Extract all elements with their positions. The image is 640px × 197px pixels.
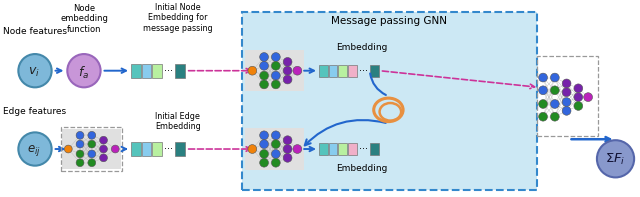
Text: Embedding: Embedding bbox=[336, 43, 388, 52]
Circle shape bbox=[562, 106, 571, 115]
Circle shape bbox=[65, 145, 72, 153]
Circle shape bbox=[539, 73, 547, 82]
Circle shape bbox=[271, 80, 280, 89]
Bar bbox=[131, 142, 141, 156]
Circle shape bbox=[260, 158, 269, 167]
Circle shape bbox=[271, 150, 280, 158]
Bar bbox=[241, 12, 537, 190]
Text: $f_a$: $f_a$ bbox=[78, 65, 90, 81]
Circle shape bbox=[271, 131, 280, 140]
Circle shape bbox=[283, 136, 292, 145]
Bar bbox=[339, 65, 348, 77]
Text: ···: ··· bbox=[359, 66, 368, 76]
Bar bbox=[175, 64, 185, 78]
Circle shape bbox=[293, 145, 302, 153]
Bar bbox=[370, 65, 379, 77]
Circle shape bbox=[88, 140, 96, 148]
Circle shape bbox=[539, 112, 547, 121]
Bar bbox=[175, 142, 185, 156]
Circle shape bbox=[550, 86, 559, 95]
Bar bbox=[246, 50, 304, 91]
Circle shape bbox=[283, 75, 292, 84]
Circle shape bbox=[562, 88, 571, 97]
Circle shape bbox=[283, 145, 292, 153]
Bar bbox=[537, 56, 598, 136]
Text: $\Sigma F_i$: $\Sigma F_i$ bbox=[605, 152, 626, 167]
Circle shape bbox=[539, 86, 547, 95]
Text: Initial Node
Embedding for
message passing: Initial Node Embedding for message passi… bbox=[143, 3, 212, 33]
Circle shape bbox=[111, 145, 119, 153]
Bar bbox=[329, 143, 337, 155]
Circle shape bbox=[260, 71, 269, 80]
Circle shape bbox=[76, 131, 84, 139]
Text: Embedding: Embedding bbox=[336, 164, 388, 173]
Circle shape bbox=[584, 93, 593, 101]
Text: ···: ··· bbox=[164, 66, 173, 76]
Circle shape bbox=[574, 84, 583, 93]
Bar bbox=[141, 64, 152, 78]
Bar bbox=[246, 128, 304, 170]
Circle shape bbox=[260, 140, 269, 149]
Circle shape bbox=[562, 79, 571, 88]
Text: Node
embedding
function: Node embedding function bbox=[60, 4, 108, 34]
Circle shape bbox=[271, 158, 280, 167]
Circle shape bbox=[88, 159, 96, 167]
Bar bbox=[152, 142, 163, 156]
Circle shape bbox=[88, 150, 96, 158]
Bar bbox=[61, 127, 122, 171]
Circle shape bbox=[597, 140, 634, 177]
Bar bbox=[63, 129, 121, 169]
Bar bbox=[370, 143, 379, 155]
Circle shape bbox=[283, 153, 292, 162]
Text: Initial Edge
Embedding: Initial Edge Embedding bbox=[155, 112, 201, 131]
Circle shape bbox=[293, 66, 302, 75]
Text: Message passing GNN: Message passing GNN bbox=[332, 16, 447, 26]
Circle shape bbox=[100, 145, 108, 153]
Bar bbox=[131, 64, 141, 78]
Text: ···: ··· bbox=[359, 144, 368, 154]
Circle shape bbox=[271, 61, 280, 70]
Circle shape bbox=[76, 140, 84, 148]
Bar bbox=[141, 142, 152, 156]
Circle shape bbox=[248, 145, 257, 153]
Bar bbox=[152, 64, 163, 78]
Circle shape bbox=[574, 101, 583, 110]
Circle shape bbox=[100, 136, 108, 144]
Bar bbox=[348, 65, 357, 77]
Circle shape bbox=[574, 93, 583, 101]
Circle shape bbox=[550, 99, 559, 108]
Circle shape bbox=[67, 54, 100, 87]
Circle shape bbox=[271, 71, 280, 80]
Bar bbox=[319, 65, 328, 77]
Circle shape bbox=[88, 131, 96, 139]
Circle shape bbox=[260, 61, 269, 70]
Bar bbox=[348, 143, 357, 155]
Text: Node features: Node features bbox=[3, 27, 67, 36]
Bar bbox=[339, 143, 348, 155]
Circle shape bbox=[271, 140, 280, 149]
Circle shape bbox=[260, 150, 269, 158]
Circle shape bbox=[260, 80, 269, 89]
Circle shape bbox=[76, 150, 84, 158]
Circle shape bbox=[260, 131, 269, 140]
Circle shape bbox=[283, 66, 292, 75]
Circle shape bbox=[550, 73, 559, 82]
Circle shape bbox=[260, 53, 269, 61]
Text: $v_i$: $v_i$ bbox=[28, 66, 40, 79]
Bar bbox=[329, 65, 337, 77]
Circle shape bbox=[19, 132, 52, 166]
Circle shape bbox=[562, 98, 571, 106]
Circle shape bbox=[19, 54, 52, 87]
Text: Edge features: Edge features bbox=[3, 107, 67, 116]
Circle shape bbox=[100, 154, 108, 162]
Text: ···: ··· bbox=[164, 144, 173, 154]
Circle shape bbox=[76, 159, 84, 167]
Circle shape bbox=[550, 112, 559, 121]
Circle shape bbox=[271, 53, 280, 61]
Circle shape bbox=[283, 58, 292, 66]
Circle shape bbox=[248, 66, 257, 75]
Bar bbox=[319, 143, 328, 155]
Text: $e_{ij}$: $e_{ij}$ bbox=[27, 143, 41, 158]
Circle shape bbox=[539, 99, 547, 108]
